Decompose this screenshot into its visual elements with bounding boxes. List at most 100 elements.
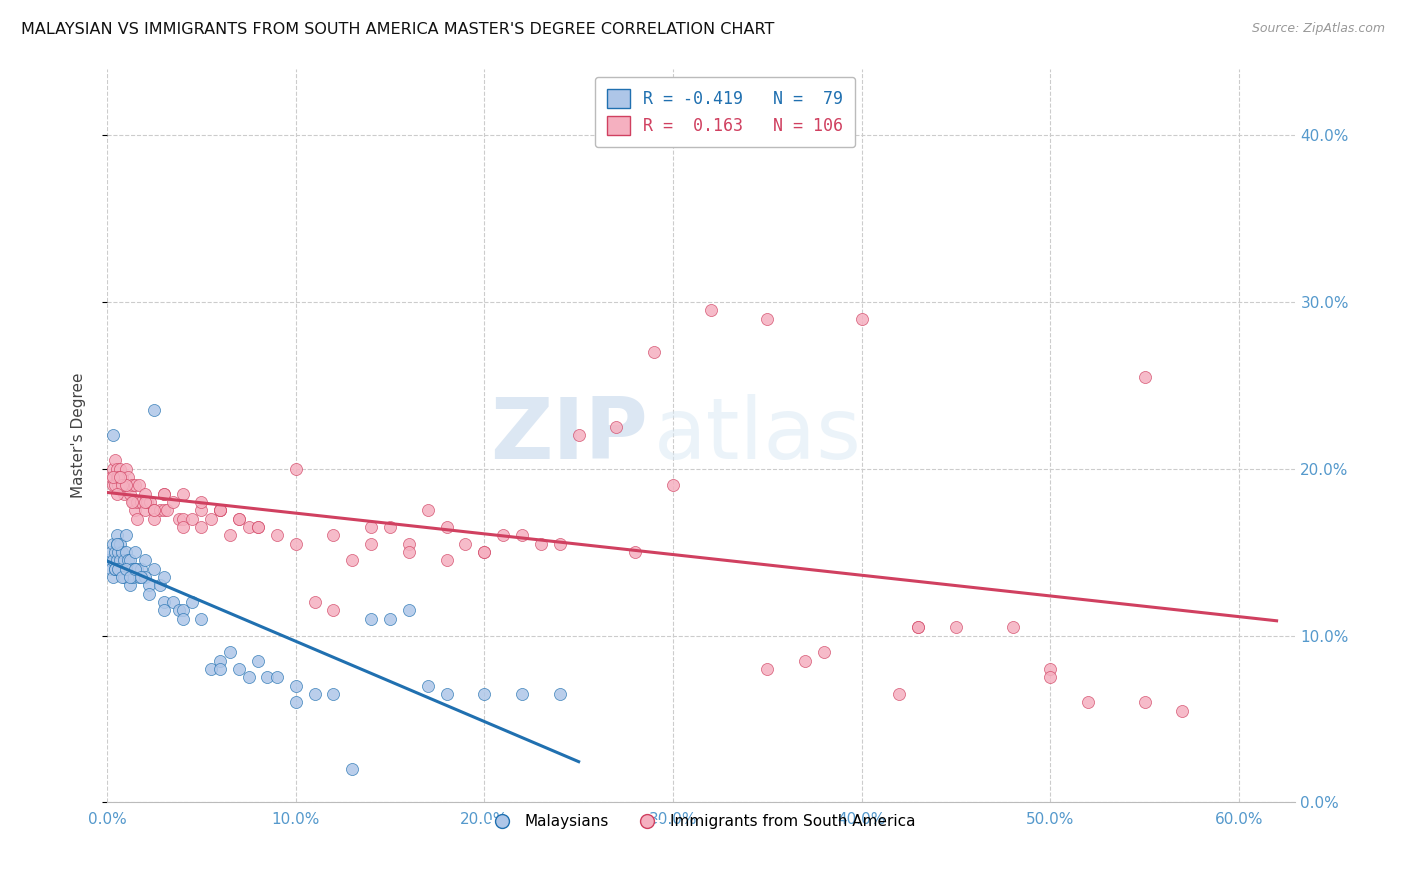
- Point: [794, 653, 817, 667]
- Point: [115, 478, 138, 492]
- Point: [304, 595, 326, 609]
- Point: [266, 528, 288, 542]
- Point: [200, 512, 222, 526]
- Point: [492, 528, 515, 542]
- Point: [889, 687, 911, 701]
- Point: [121, 478, 143, 492]
- Point: [662, 478, 685, 492]
- Point: [152, 595, 174, 609]
- Point: [124, 562, 146, 576]
- Point: [699, 303, 721, 318]
- Point: [101, 570, 124, 584]
- Point: [228, 512, 250, 526]
- Point: [1133, 370, 1156, 384]
- Point: [127, 512, 149, 526]
- Point: [122, 495, 145, 509]
- Point: [143, 562, 166, 576]
- Y-axis label: Master's Degree: Master's Degree: [72, 373, 86, 498]
- Point: [945, 620, 967, 634]
- Point: [143, 403, 166, 417]
- Point: [128, 570, 150, 584]
- Point: [172, 603, 194, 617]
- Point: [342, 762, 364, 776]
- Point: [138, 587, 160, 601]
- Point: [143, 512, 166, 526]
- Point: [101, 478, 124, 492]
- Point: [454, 537, 477, 551]
- Point: [101, 537, 124, 551]
- Point: [156, 503, 179, 517]
- Point: [436, 687, 458, 701]
- Text: atlas: atlas: [654, 394, 862, 477]
- Point: [172, 512, 194, 526]
- Point: [510, 528, 533, 542]
- Point: [105, 461, 128, 475]
- Point: [238, 670, 260, 684]
- Point: [284, 679, 307, 693]
- Text: MALAYSIAN VS IMMIGRANTS FROM SOUTH AMERICA MASTER'S DEGREE CORRELATION CHART: MALAYSIAN VS IMMIGRANTS FROM SOUTH AMERI…: [21, 22, 775, 37]
- Point: [110, 553, 132, 567]
- Point: [322, 603, 344, 617]
- Point: [112, 487, 135, 501]
- Point: [104, 545, 127, 559]
- Point: [152, 487, 174, 501]
- Point: [643, 345, 665, 359]
- Point: [124, 478, 146, 492]
- Point: [118, 578, 141, 592]
- Point: [105, 528, 128, 542]
- Point: [200, 662, 222, 676]
- Point: [115, 478, 138, 492]
- Point: [228, 662, 250, 676]
- Point: [104, 562, 127, 576]
- Point: [143, 503, 166, 517]
- Point: [117, 553, 139, 567]
- Point: [122, 570, 145, 584]
- Point: [152, 487, 174, 501]
- Point: [322, 687, 344, 701]
- Point: [115, 461, 138, 475]
- Point: [134, 570, 156, 584]
- Point: [97, 553, 120, 567]
- Point: [228, 512, 250, 526]
- Point: [398, 545, 420, 559]
- Point: [172, 487, 194, 501]
- Point: [1001, 620, 1024, 634]
- Point: [266, 670, 288, 684]
- Point: [167, 603, 190, 617]
- Point: [284, 461, 307, 475]
- Point: [162, 495, 184, 509]
- Point: [284, 695, 307, 709]
- Point: [172, 612, 194, 626]
- Point: [121, 562, 143, 576]
- Point: [107, 478, 129, 492]
- Point: [134, 503, 156, 517]
- Point: [548, 537, 571, 551]
- Point: [111, 470, 134, 484]
- Point: [105, 537, 128, 551]
- Point: [190, 612, 212, 626]
- Point: [100, 545, 122, 559]
- Point: [246, 520, 269, 534]
- Point: [110, 537, 132, 551]
- Point: [756, 662, 779, 676]
- Point: [398, 537, 420, 551]
- Point: [172, 520, 194, 534]
- Point: [104, 562, 127, 576]
- Point: [209, 503, 232, 517]
- Point: [127, 562, 149, 576]
- Point: [209, 662, 232, 676]
- Point: [190, 503, 212, 517]
- Point: [139, 495, 162, 509]
- Point: [110, 461, 132, 475]
- Point: [568, 428, 591, 442]
- Point: [398, 603, 420, 617]
- Point: [105, 470, 128, 484]
- Point: [1039, 662, 1062, 676]
- Point: [110, 470, 132, 484]
- Point: [111, 570, 134, 584]
- Point: [416, 679, 439, 693]
- Point: [756, 311, 779, 326]
- Point: [105, 553, 128, 567]
- Point: [1171, 704, 1194, 718]
- Point: [115, 545, 138, 559]
